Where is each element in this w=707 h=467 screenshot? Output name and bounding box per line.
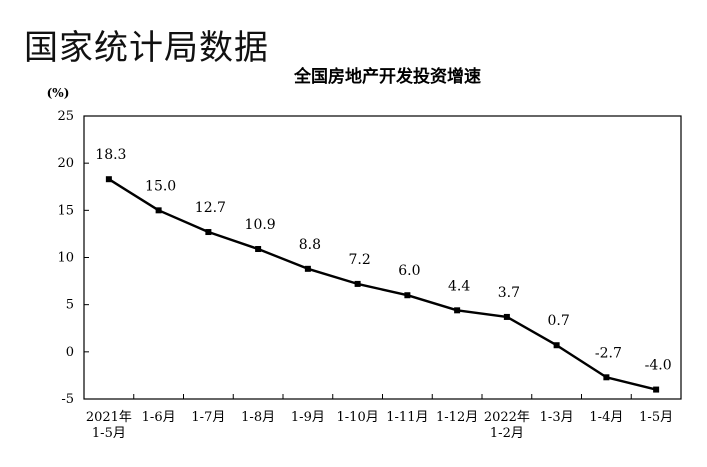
y-axis-unit-label: (%) <box>47 86 70 100</box>
chart-title: 全国房地产开发投资增速 <box>294 67 481 87</box>
x-tick-label: 1-7月 <box>191 410 225 425</box>
y-tick-label: 25 <box>57 109 74 124</box>
data-point-marker <box>255 246 262 253</box>
data-point-marker <box>304 265 311 272</box>
x-tick-label: 2021年 <box>86 410 132 425</box>
data-label: 12.7 <box>195 200 226 216</box>
data-label: 15.0 <box>145 178 176 194</box>
data-point-marker <box>155 207 162 214</box>
plot-frame <box>83 115 682 400</box>
y-tick-label: 5 <box>66 298 74 313</box>
watermark-logo-text: 国家统计局数据 <box>24 28 269 68</box>
data-point-marker <box>653 386 660 393</box>
y-tick-label: 15 <box>57 203 74 218</box>
data-label: -2.7 <box>595 345 622 361</box>
chart-axes <box>83 115 682 400</box>
x-tick-label: 2022年 <box>484 410 530 425</box>
x-tick-label: 1-4月 <box>589 410 623 425</box>
data-point-marker <box>503 313 510 320</box>
x-tick-label: 1-5月 <box>92 426 126 441</box>
y-tick-label: -5 <box>61 392 74 407</box>
x-tick-label: 1-12月 <box>436 410 478 425</box>
x-tick-label: 1-8月 <box>241 410 275 425</box>
data-label: 4.4 <box>448 278 470 294</box>
data-labels: 18.3 15.0 12.7 10.9 8.8 7.2 6.0 4.4 3.7 0.7 -2.7 -4… <box>95 147 671 373</box>
data-label: 3.7 <box>498 285 520 301</box>
x-tick-label: 1-10月 <box>337 410 379 425</box>
data-label: 10.9 <box>245 217 276 233</box>
data-label: 7.2 <box>348 252 370 268</box>
data-label: 18.3 <box>95 147 126 163</box>
x-tick-label: 1-9月 <box>291 410 325 425</box>
y-tick-label: 0 <box>66 345 74 360</box>
data-label: -4.0 <box>645 358 672 374</box>
data-point-marker <box>553 342 560 349</box>
data-point-marker <box>404 292 411 299</box>
data-point-marker <box>205 229 212 236</box>
x-tick-label: 1-5月 <box>639 410 673 425</box>
data-label: 6.0 <box>398 263 420 279</box>
data-point-marker <box>354 280 361 287</box>
data-label: 8.8 <box>299 237 321 253</box>
data-point-marker <box>454 307 461 314</box>
data-point-marker <box>603 374 610 381</box>
series-line <box>108 178 657 391</box>
data-point-marker <box>105 176 112 183</box>
x-tick-label: 1-11月 <box>386 410 428 425</box>
x-tick-label: 1-6月 <box>142 410 176 425</box>
y-tick-label: 20 <box>57 156 74 171</box>
x-tick-label: 1-2月 <box>490 426 524 441</box>
data-label: 0.7 <box>547 313 569 329</box>
y-tick-label: 10 <box>57 251 74 266</box>
x-tick-label: 1-3月 <box>540 410 574 425</box>
series-line-group <box>105 176 660 393</box>
y-axis-ticks: 25 20 15 10 5 0 -5 (%) <box>47 86 89 407</box>
